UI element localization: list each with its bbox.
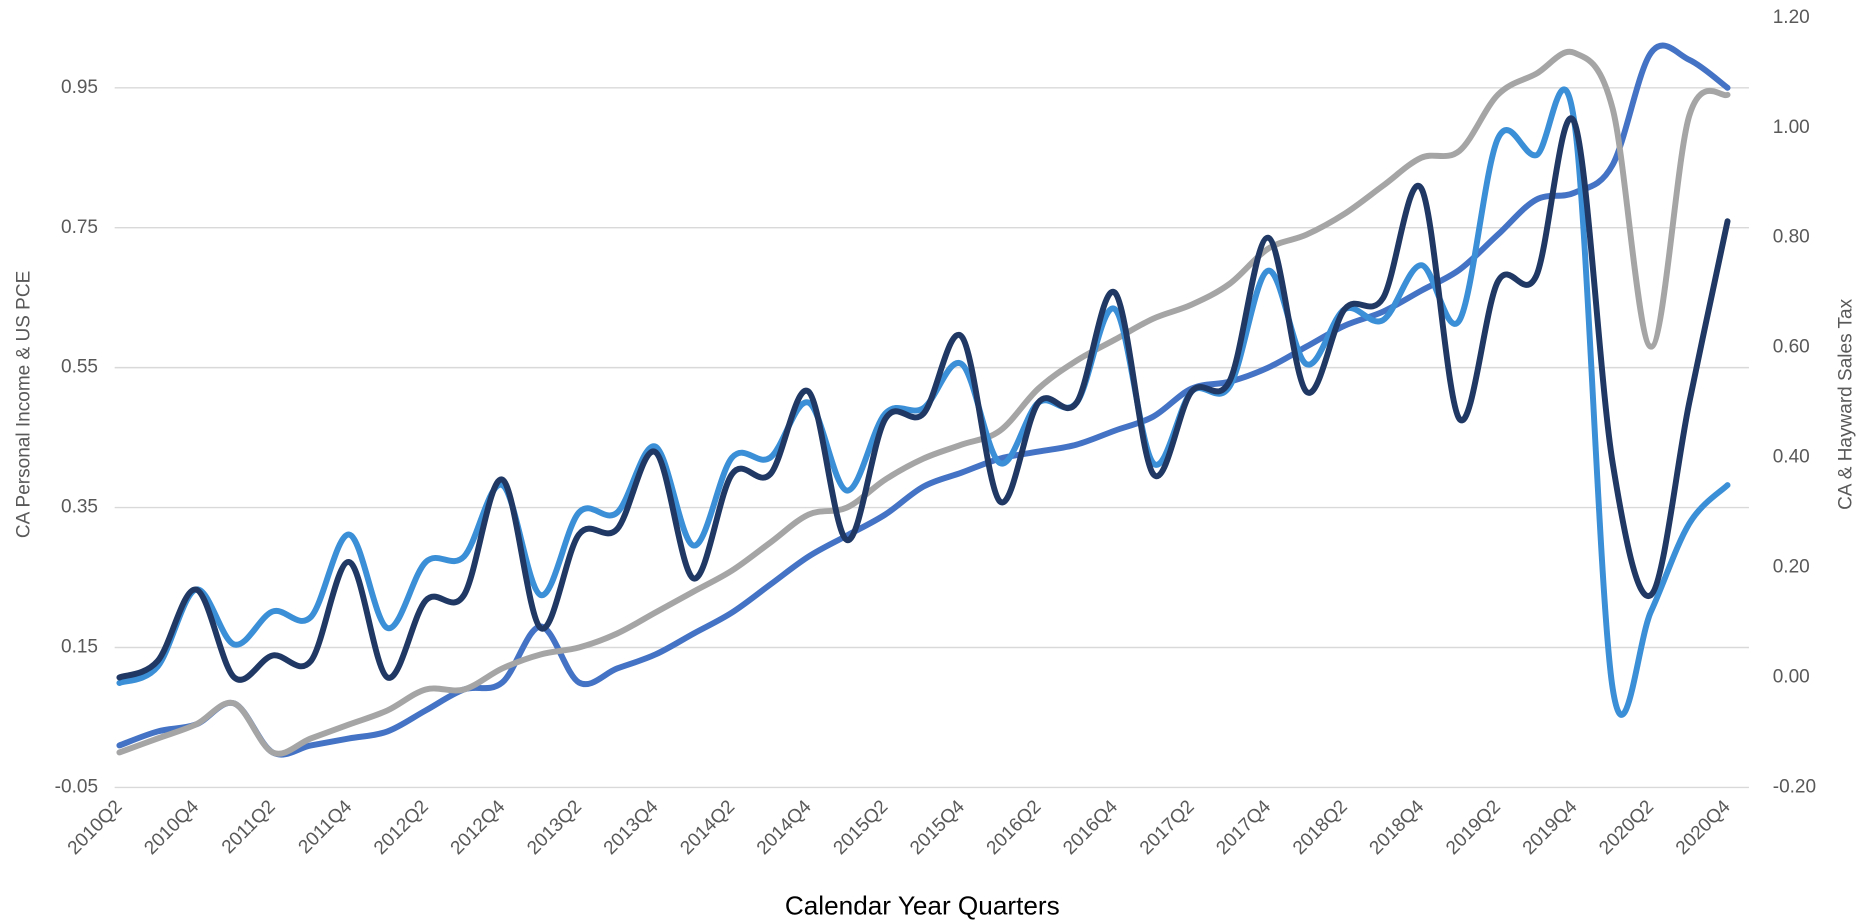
- x-tick-label: 2012Q2: [370, 796, 433, 859]
- x-tick-label: 2016Q4: [1059, 796, 1122, 859]
- y2-tick-label: 1.00: [1773, 117, 1810, 138]
- x-tick-label: 2019Q4: [1519, 796, 1582, 859]
- series-line: [116, 48, 1731, 757]
- y-tick-label: -0.05: [55, 776, 98, 797]
- y-tick-label: 0.35: [61, 497, 98, 518]
- y2-tick-label: 0.40: [1773, 447, 1810, 468]
- x-tick-label: 2014Q2: [676, 796, 739, 859]
- x-tick-label: 2010Q2: [64, 796, 127, 859]
- x-tick-label: 2018Q4: [1366, 796, 1429, 859]
- x-tick-label: 2014Q4: [753, 796, 816, 859]
- x-tick-label: 2010Q4: [140, 796, 203, 859]
- x-tick-label: 2017Q2: [1136, 796, 1199, 859]
- x-axis-title: Calendar Year Quarters: [785, 890, 1060, 920]
- y2-axis-title: CA & Hayward Sales Tax: [1836, 298, 1857, 510]
- x-tick-label: 2013Q2: [523, 796, 586, 859]
- y2-tick-label: 0.00: [1773, 666, 1810, 687]
- series-line: [116, 42, 1731, 758]
- x-tick-label: 2020Q2: [1595, 796, 1658, 859]
- y2-tick-label: -0.20: [1773, 776, 1816, 797]
- y-tick-label: 0.95: [61, 77, 98, 98]
- y2-tick-label: 0.20: [1773, 557, 1810, 578]
- x-tick-label: 2013Q4: [600, 796, 663, 859]
- y2-tick-label: 1.20: [1773, 7, 1810, 28]
- y-tick-label: 0.15: [61, 637, 98, 658]
- series-line: [116, 86, 1731, 718]
- x-tick-label: 2012Q4: [447, 796, 510, 859]
- x-tick-label: 2020Q4: [1672, 796, 1735, 859]
- x-tick-label: 2011Q2: [218, 796, 280, 858]
- y2-tick-label: 0.60: [1773, 337, 1810, 358]
- x-tick-label: 2015Q2: [830, 796, 893, 859]
- y-tick-label: 0.75: [61, 217, 98, 238]
- y-axis-title: CA Personal Income & US PCE: [13, 271, 34, 538]
- x-tick-label: 2017Q4: [1212, 796, 1275, 859]
- y2-tick-label: 0.80: [1773, 227, 1810, 248]
- y-tick-label: 0.55: [61, 357, 98, 378]
- x-tick-label: 2019Q2: [1442, 796, 1505, 859]
- x-tick-label: 2015Q4: [906, 796, 969, 859]
- x-tick-label: 2011Q4: [295, 796, 357, 858]
- x-tick-label: 2018Q2: [1289, 796, 1352, 859]
- x-tick-label: 2016Q2: [983, 796, 1046, 859]
- series-line: [116, 115, 1731, 683]
